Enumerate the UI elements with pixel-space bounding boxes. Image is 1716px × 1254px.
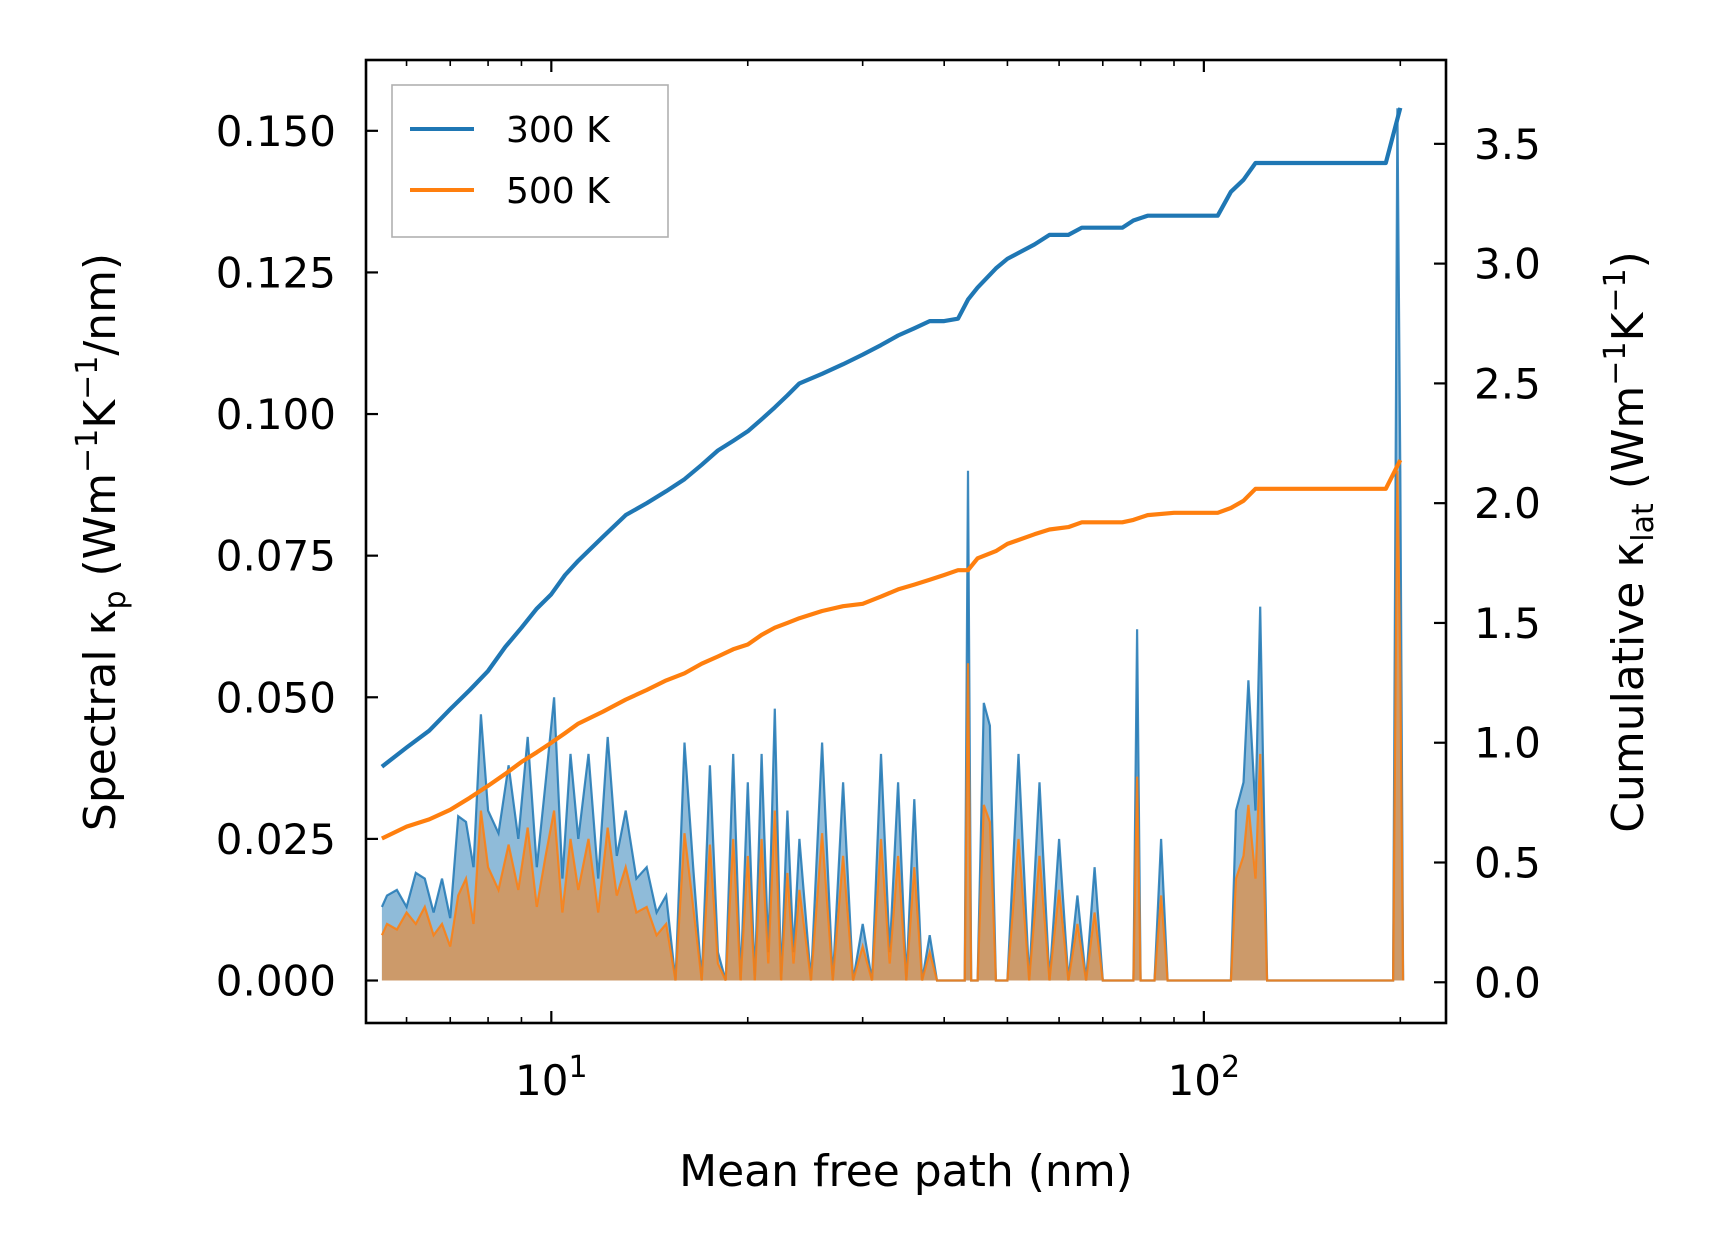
y-right-title-sub: lat — [1626, 503, 1661, 542]
cumulative-line-300k — [380, 107, 1403, 769]
x-tick-label: 102 — [1168, 1050, 1241, 1105]
y-left-title-unit2: K — [75, 399, 126, 429]
axes-frame — [364, 58, 1448, 1025]
y-left-title-main: Spectral κ — [75, 610, 126, 832]
y-left-tick-label: 0.100 — [216, 390, 336, 439]
y-right-tick-label: 2.0 — [1474, 479, 1541, 528]
y-right-tick-label: 3.0 — [1474, 240, 1541, 289]
y-right-title-unit3: ) — [1603, 251, 1654, 268]
y-right-tick-label: 0.0 — [1474, 958, 1541, 1007]
legend: 300 K 500 K — [391, 84, 669, 238]
y-left-title-unit1: (Wm — [75, 473, 126, 591]
cumulative-line-500k — [380, 459, 1403, 841]
y-right-tick-label: 0.5 — [1474, 839, 1541, 888]
plot-area — [380, 107, 1405, 982]
legend-box — [391, 84, 669, 238]
axes-ticks: 101 1020.0000.0250.0500.0750.1000.1250.15… — [216, 60, 1541, 1105]
x-tick-exponent: 2 — [1221, 1050, 1240, 1085]
y-left-tick-label: 0.025 — [216, 815, 336, 864]
spectral-line-500k — [380, 470, 1405, 982]
x-tick-label: 101 — [515, 1050, 588, 1105]
x-tick-base: 10 — [515, 1056, 568, 1105]
x-axis-title: Mean free path (nm) — [679, 1146, 1133, 1197]
y-left-title-sup1: −1 — [70, 429, 105, 473]
legend-label-300k: 300 K — [506, 110, 611, 151]
y-left-title-unit3: /nm) — [75, 253, 126, 356]
x-tick-exponent: 1 — [568, 1050, 587, 1085]
y-right-tick-label: 3.5 — [1474, 120, 1541, 169]
y-right-title-unit1: (Wm — [1603, 386, 1654, 504]
y-axis-left-title: Spectral κp (Wm−1K−1/nm) — [70, 253, 133, 831]
y-left-title-sup2: −1 — [70, 356, 105, 400]
y-right-tick-label: 1.5 — [1474, 599, 1541, 648]
y-left-tick-label: 0.125 — [216, 248, 336, 297]
y-right-tick-label: 2.5 — [1474, 359, 1541, 408]
y-axis-right-title: Cumulative κlat (Wm−1K−1) — [1598, 251, 1661, 833]
y-left-title-sub: p — [98, 590, 133, 609]
y-right-title-sup1: −1 — [1598, 341, 1633, 385]
y-right-title-main: Cumulative κ — [1603, 542, 1654, 833]
x-tick-base: 10 — [1168, 1056, 1221, 1105]
y-right-tick-label: 1.0 — [1474, 719, 1541, 768]
y-right-title-unit2: K — [1603, 311, 1654, 341]
y-left-tick-label: 0.075 — [216, 532, 336, 581]
y-left-tick-label: 0.050 — [216, 673, 336, 722]
legend-label-500k: 500 K — [506, 171, 611, 212]
y-left-tick-label: 0.000 — [216, 957, 336, 1006]
spectral-fill-500k — [381, 470, 1404, 981]
y-right-title-sup2: −1 — [1598, 268, 1633, 312]
y-left-tick-label: 0.150 — [216, 107, 336, 156]
